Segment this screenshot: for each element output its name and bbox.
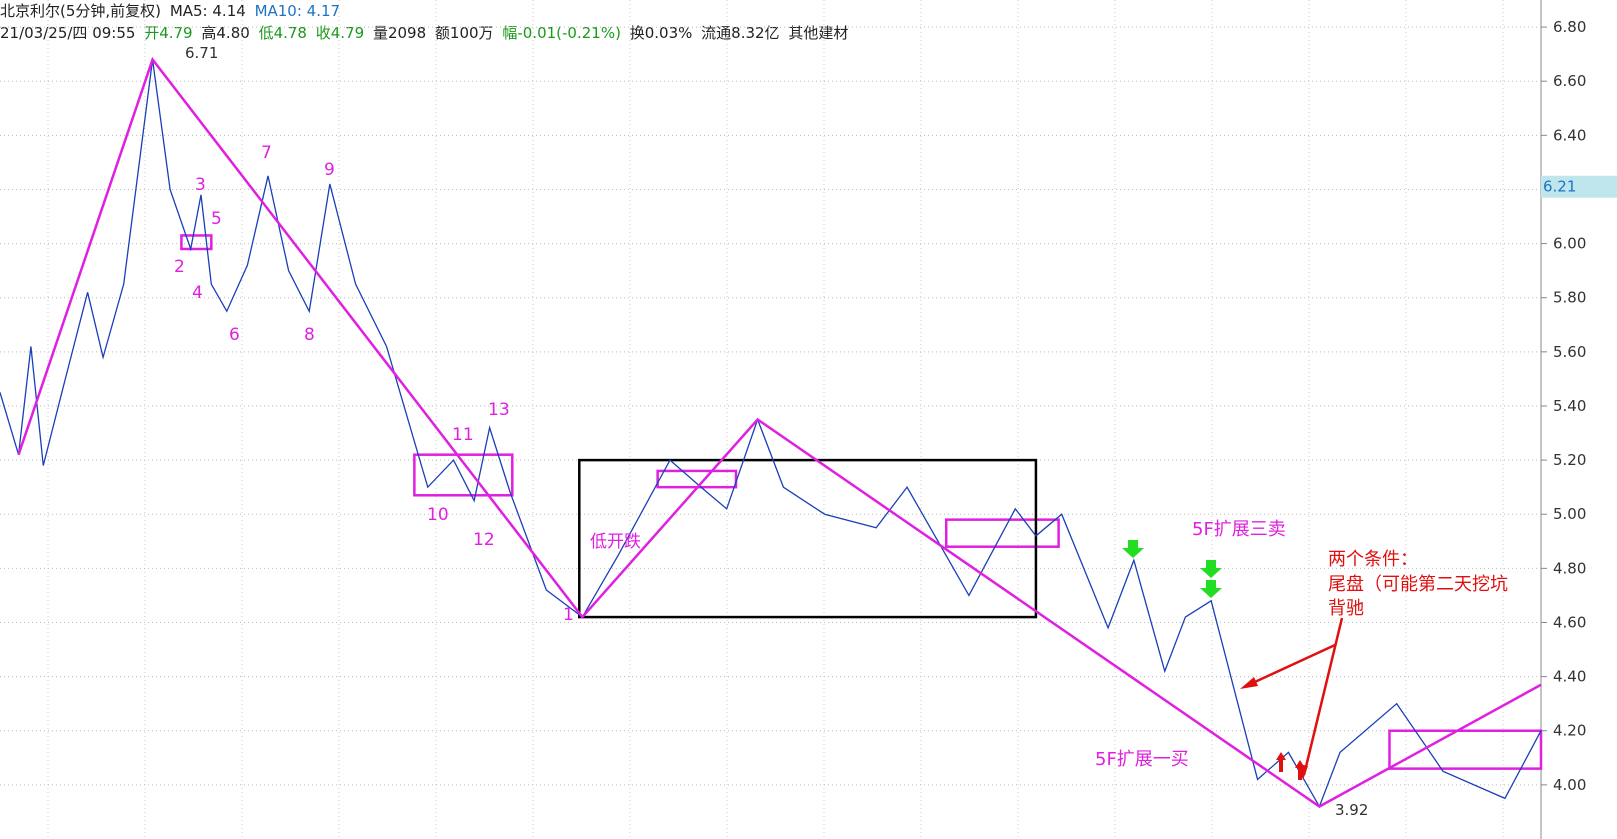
zone-box [578,458,1038,619]
red-arrow-head [1240,677,1258,689]
info: 换0.03% [629,24,693,42]
y-tick-label: 4.80 [1553,559,1586,577]
series-line [17,56,1542,808]
last-price: 6.21 [1543,178,1576,196]
zone-box [180,234,213,251]
y-tick-label: 6.80 [1553,18,1586,36]
header: 北京利尔(5分钟,前复权) MA5: 4.14 MA10: 4.17 21/03… [0,0,852,44]
y-tick-label: 4.60 [1553,613,1586,631]
y-tick-label: 5.80 [1553,289,1586,307]
arrows [1122,540,1344,780]
stock-title: 北京利尔(5分钟,前复权) [0,2,162,20]
red-arrow [1243,643,1336,689]
annotation: 5F扩展一买 [1095,749,1189,770]
info: 流通8.32亿 [701,24,780,42]
annotation: 5F扩展三卖 [1192,519,1286,540]
red-arrow [1302,617,1344,776]
header-line: 北京利尔(5分钟,前复权) MA5: 4.14 MA10: 4.17 [0,0,852,22]
annotation: 低开跌 [590,532,641,552]
zone-box [656,469,738,489]
annotation: 两个条件： [1328,549,1418,570]
y-tick-label: 4.00 [1553,776,1586,794]
zone-box [413,453,514,497]
last-price-bg [1541,175,1617,198]
y-tick-label: 5.60 [1553,343,1586,361]
info: 低4.78 [258,24,307,42]
y-tick-label: 5.20 [1553,451,1586,469]
annotation: 11 [452,425,474,445]
series-line [0,59,1542,809]
info: 开4.79 [144,24,193,42]
info: 量2098 [372,24,427,42]
y-tick-label: 5.40 [1553,397,1586,415]
annotation: 12 [473,530,495,550]
ma10: MA10: 4.17 [254,2,341,20]
y-tick-label: 6.00 [1553,235,1586,253]
annotation: 6 [229,325,240,345]
annotation: 8 [304,325,315,345]
info: 收4.79 [315,24,365,42]
annotation: 尾盘（可能第二天挖坑 [1328,574,1508,595]
sell-arrow [1200,580,1222,598]
ma5: MA5: 4.14 [169,2,246,20]
zone-box [944,518,1060,548]
info: 高4.80 [201,24,250,42]
annotation: 3 [195,175,206,195]
info: 幅-0.01(-0.21%) [502,24,621,42]
info: 额100万 [434,24,494,42]
info: 其他建材 [788,24,849,42]
y-tick-label: 6.40 [1553,126,1586,144]
annotation: 13 [488,400,510,420]
y-tick-label: 4.40 [1553,668,1586,686]
zone-box [1388,729,1543,770]
annotation: 6.71 [185,44,218,62]
annotation: 背驰 [1328,598,1364,619]
annotation: 5 [211,209,222,229]
y-tick-label: 5.00 [1553,505,1586,523]
annotation: 4 [192,283,203,303]
y-tick-label: 6.60 [1553,72,1586,90]
sell-arrow [1122,540,1144,558]
red-mark [1276,752,1286,772]
red-mark [1295,760,1305,780]
annotation: 9 [324,160,335,180]
header-line: 21/03/25/四 09:55 开4.79 高4.80 低4.78 收4.79… [0,22,852,44]
y-tick-label: 4.20 [1553,722,1586,740]
sell-arrow [1200,560,1222,578]
annotation: 10 [427,505,449,525]
annotation: 7 [261,143,272,163]
annotation: 3.92 [1335,801,1368,819]
annotation: 1 [563,605,574,625]
annotation: 2 [174,257,185,277]
info: 21/03/25/四 09:55 [0,24,136,42]
